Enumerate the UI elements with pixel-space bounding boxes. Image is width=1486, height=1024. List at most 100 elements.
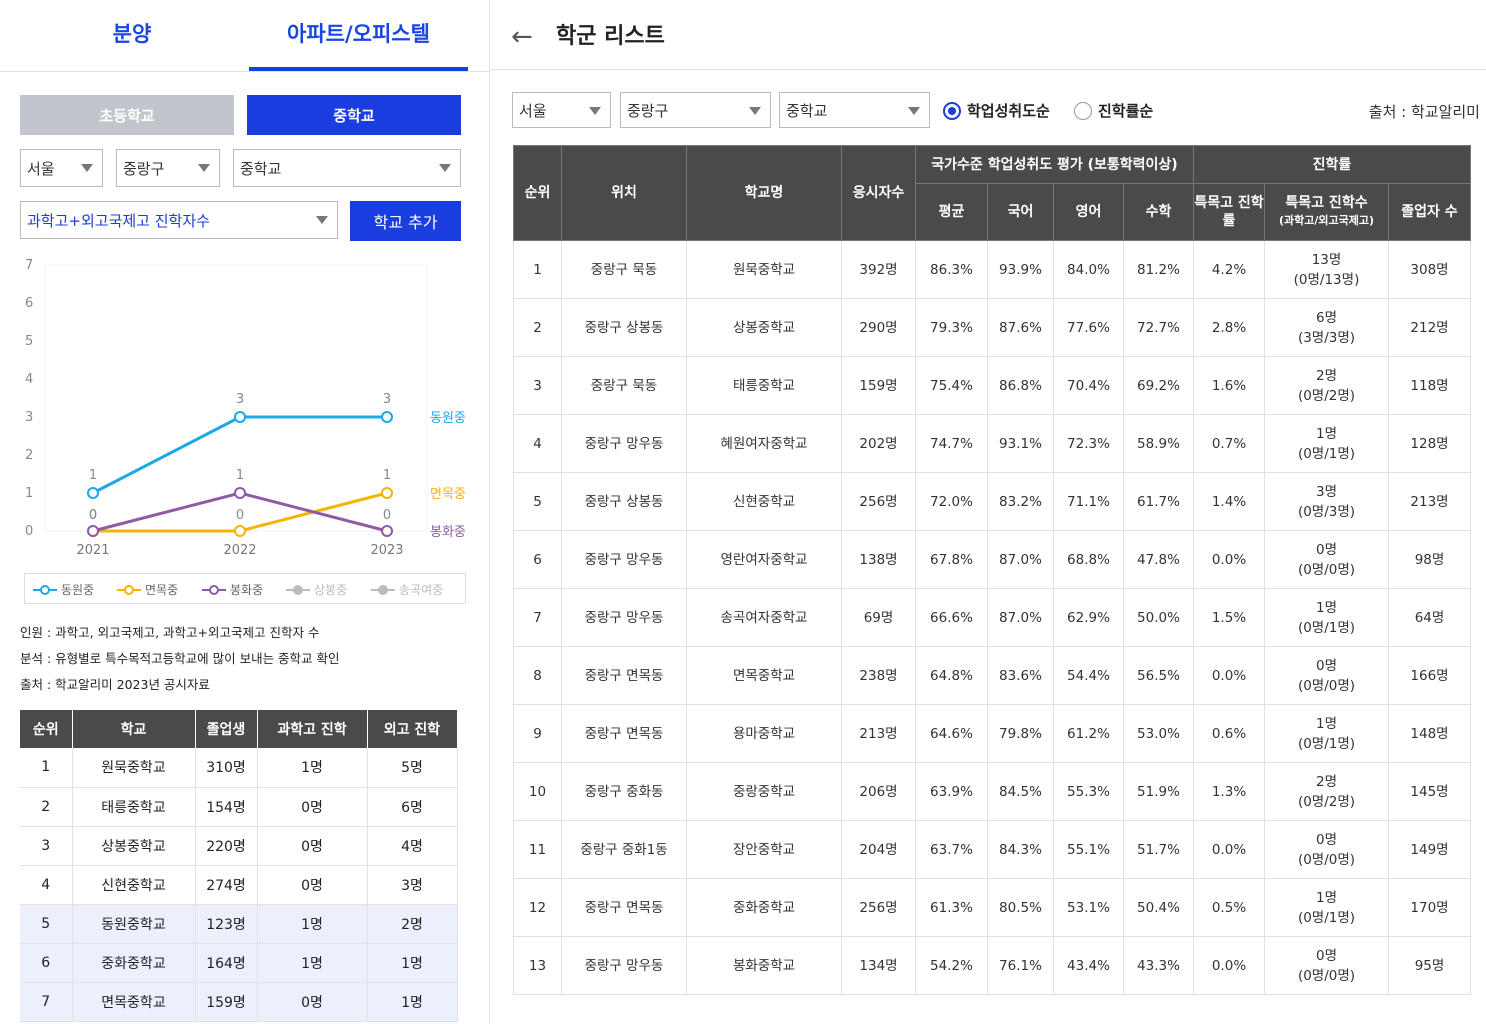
table-cell: 4명 [367,826,458,866]
table-cell: 중랑구 면목동 [561,646,687,705]
table-row[interactable]: 13 중랑구 망우동 봉화중학교 134명 54.2% 76.1% 43.4% 43.3% 0.… [513,936,1471,995]
active-tab-underline [249,67,468,71]
special-count-breakdown: (0명/1명) [1297,735,1356,752]
table-cell: 84.0% [1053,240,1124,299]
table-row[interactable]: 8 중랑구 면목동 면목중학교 238명 64.8% 83.6% 54.4% 56.5% 0.0… [513,646,1471,705]
table-cell: 0명 (0명/0명) [1264,646,1389,705]
table-cell: 274명 [195,865,258,905]
chevron-down-icon [81,164,93,172]
table-cell: 74.7% [915,414,988,473]
city-select[interactable]: 서울 [20,149,103,187]
table-row[interactable]: 11 중랑구 중화1동 장안중학교 204명 63.7% 84.3% 55.1% 51.7% 0… [513,820,1471,879]
table-cell: 13명 (0명/13명) [1264,240,1389,299]
table-cell: 1명 [257,904,368,944]
table-row[interactable]: 2 태릉중학교 154명 0명 6명 [20,787,458,827]
middle-school-button[interactable]: 중학교 [247,95,461,135]
table-cell: 봉화중학교 [686,936,842,995]
col-rank: 순위 [513,145,562,241]
table-row[interactable]: 12 중랑구 면목동 중화중학교 256명 61.3% 80.5% 53.1% 50.4% 0.… [513,878,1471,937]
sort-achievement-radio[interactable]: 학업성취도순 [943,100,1050,121]
list-school-type-select[interactable]: 중학교 [779,92,930,128]
table-row[interactable]: 7 면목중학교 159명 0명 1명 [20,982,458,1022]
legend-item[interactable]: 동원중 [33,581,94,598]
legend-item[interactable]: 상봉중 [286,581,347,598]
table-cell: 신현중학교 [686,472,842,531]
table-cell: 1 [20,748,73,788]
table-cell: 1명 [367,943,458,983]
col-special-count: 특목고 진학수 (과학고/외고국제고) [1264,183,1389,241]
list-district-select[interactable]: 중랑구 [620,92,771,128]
back-arrow-icon[interactable]: ← [511,22,533,52]
table-cell: 중랑구 망우동 [561,588,687,647]
table-cell: 166명 [1388,646,1471,705]
left-col-header: 외고 진학 [367,710,458,748]
list-city-select[interactable]: 서울 [512,92,611,128]
table-row[interactable]: 3 상봉중학교 220명 0명 4명 [20,826,458,866]
table-cell: 123명 [195,904,258,944]
table-cell: 256명 [841,472,916,531]
table-row[interactable]: 9 중랑구 면목동 용마중학교 213명 64.6% 79.8% 61.2% 53.0% 0.6… [513,704,1471,763]
special-count-total: 0명 [1315,947,1337,964]
legend-marker-icon [117,584,141,595]
table-cell: 128명 [1388,414,1471,473]
data-point [381,487,393,499]
metric-select[interactable]: 과학고+외고국제고 진학자수 [20,201,338,239]
table-cell: 149명 [1388,820,1471,879]
col-special-rate: 특목고 진학률 [1193,183,1265,241]
table-cell: 68.8% [1053,530,1124,589]
sort-admission-radio[interactable]: 진학률순 [1074,100,1153,121]
table-row[interactable]: 4 신현중학교 274명 0명 3명 [20,865,458,905]
table-cell: 62.9% [1053,588,1124,647]
legend-item[interactable]: 봉화중 [202,581,263,598]
tab-presale[interactable]: 분양 [112,22,152,46]
table-row[interactable]: 10 중랑구 중화동 중랑중학교 206명 63.9% 84.5% 55.3% 51.9% 1.… [513,762,1471,821]
table-cell: 80.5% [987,878,1054,937]
table-cell: 53.0% [1123,704,1194,763]
col-applicants: 응시자수 [841,145,916,241]
table-row[interactable]: 6 중화중학교 164명 1명 1명 [20,943,458,983]
elementary-school-button[interactable]: 초등학교 [20,95,234,135]
legend-item[interactable]: 면목중 [117,581,178,598]
table-row[interactable]: 7 중랑구 망우동 송곡여자중학교 69명 66.6% 87.0% 62.9% 50.0% 1.… [513,588,1471,647]
table-row[interactable]: 5 중랑구 상봉동 신현중학교 256명 72.0% 83.2% 71.1% 61.7% 1.4… [513,472,1471,531]
left-col-header: 과학고 진학 [257,710,368,748]
table-cell: 태릉중학교 [686,356,842,415]
table-cell: 5명 [367,748,458,788]
tab-apartment-officetel[interactable]: 아파트/오피스텔 [287,22,430,46]
y-tick-label: 6 [25,296,33,311]
special-count-breakdown: (0명/2명) [1297,387,1356,404]
table-row[interactable]: 5 동원중학교 123명 1명 2명 [20,904,458,944]
legend-label: 면목중 [145,583,179,597]
table-cell: 51.9% [1123,762,1194,821]
table-cell: 84.3% [987,820,1054,879]
legend-item[interactable]: 송곡여중 [371,581,443,598]
table-cell: 54.2% [915,936,988,995]
table-cell: 11 [513,820,562,879]
table-row[interactable]: 1 원묵중학교 310명 1명 5명 [20,748,458,788]
table-row[interactable]: 3 중랑구 묵동 태릉중학교 159명 75.4% 86.8% 70.4% 69.2% 1.6%… [513,356,1471,415]
table-cell: 61.7% [1123,472,1194,531]
left-col-header: 순위 [20,710,73,748]
add-school-button[interactable]: 학교 추가 [350,201,461,241]
table-cell: 164명 [195,943,258,983]
col-special-count-sub: (과학고/외고국제고) [1278,214,1375,227]
table-cell: 용마중학교 [686,704,842,763]
special-count-total: 1명 [1315,889,1337,906]
table-row[interactable]: 1 중랑구 묵동 원묵중학교 392명 86.3% 93.9% 84.0% 81.2% 4.2%… [513,240,1471,299]
district-select[interactable]: 중랑구 [116,149,220,187]
table-cell: 47.8% [1123,530,1194,589]
table-row[interactable]: 2 중랑구 상봉동 상봉중학교 290명 79.3% 87.6% 77.6% 72.7% 2.8… [513,298,1471,357]
legend-marker-icon [371,584,395,595]
list-district-value: 중랑구 [627,101,669,120]
x-tick-label: 2021 [76,543,109,558]
table-cell: 13 [513,936,562,995]
table-row[interactable]: 6 중랑구 망우동 영란여자중학교 138명 67.8% 87.0% 68.8% 47.8% 0… [513,530,1471,589]
legend-label: 봉화중 [230,583,264,597]
table-cell: 중랑구 망우동 [561,414,687,473]
school-type-select[interactable]: 중학교 [233,149,461,187]
table-row[interactable]: 4 중랑구 망우동 혜원여자중학교 202명 74.7% 93.1% 72.3% 58.9% 0… [513,414,1471,473]
table-cell: 86.8% [987,356,1054,415]
table-cell: 154명 [195,787,258,827]
table-cell: 중랑중학교 [686,762,842,821]
source-label: 출처 : 학교알리미 [1368,103,1480,121]
